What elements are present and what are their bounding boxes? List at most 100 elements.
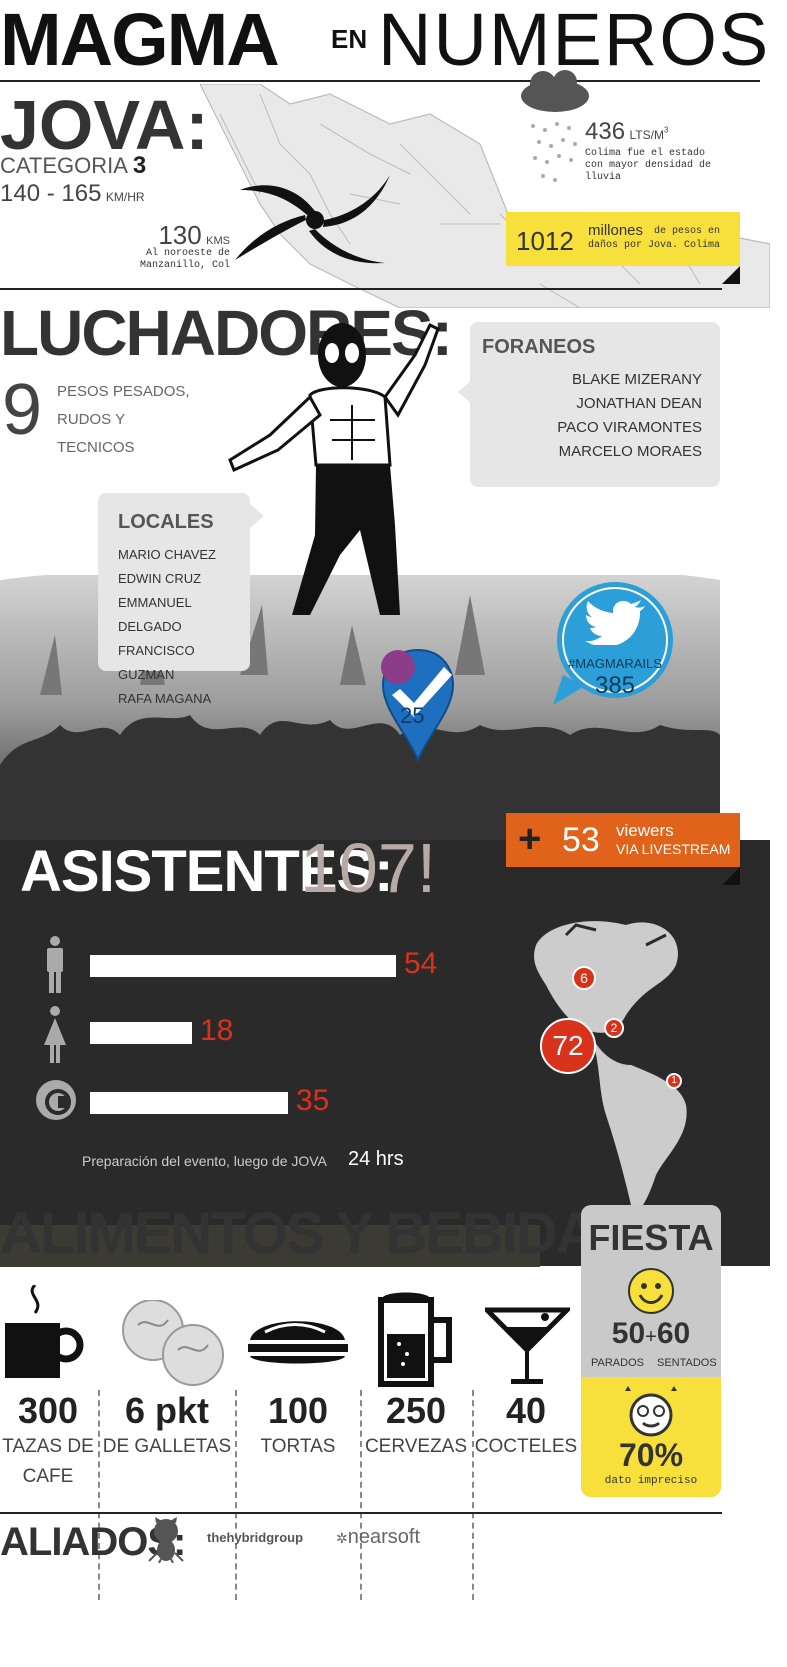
foraneos-list: BLAKE MIZERANY JONATHAN DEAN PACO VIRAMO… <box>557 368 702 464</box>
asistentes-label: ASISTENTES: <box>20 839 393 904</box>
partner-hybridgroup: thehybridgroup <box>207 1530 304 1545</box>
map-marker: 1 <box>666 1073 682 1089</box>
fiesta-percent-note: dato impreciso <box>604 1475 698 1487</box>
fiesta-plus: + <box>645 1326 657 1348</box>
coffee-value: 300 <box>17 1390 79 1431</box>
octocat-icon <box>148 1517 184 1563</box>
foraneo-item: JONATHAN DEAN <box>576 395 702 412</box>
luchador-illustration <box>228 322 440 615</box>
woman-icon <box>44 1006 66 1063</box>
category-line: CATEGORIA 3 <box>0 152 146 180</box>
distance-value: 130 <box>158 220 202 250</box>
rain-unit: LTS/M <box>629 128 664 142</box>
foraneos-title: FORANEOS <box>482 336 596 358</box>
cervezas-value: 250 <box>385 1390 447 1431</box>
food-separator <box>472 1390 474 1600</box>
prep-bar <box>0 1225 540 1267</box>
livestream-line2: VIA LIVESTREAM <box>616 841 731 857</box>
alimentos-divider <box>0 1512 722 1514</box>
rain-line1: Colima fue el estado <box>585 148 706 159</box>
locales-title: LOCALES <box>118 511 214 533</box>
fiesta-percent: 70% <box>618 1437 684 1473</box>
distance-block: 130 KMS <box>150 220 230 251</box>
category-value: 3 <box>132 152 147 179</box>
foraneo-item: BLAKE MIZERANY <box>571 371 702 388</box>
foraneo-item: MARCELO MORAES <box>558 443 702 460</box>
distance-line2: Manzanillo, Col <box>139 260 230 271</box>
coffee-cup-icon <box>5 1285 84 1378</box>
cocktail-icon <box>485 1307 570 1384</box>
rain-line2: con mayor densidad de <box>585 160 712 171</box>
food-separator <box>98 1390 100 1600</box>
header-en: EN <box>331 24 368 54</box>
local-item: MARIO CHAVEZ <box>118 547 216 562</box>
speed-unit: KM/HR <box>105 190 145 204</box>
rain-line3: lluvia <box>585 172 622 183</box>
fiesta-count: 50+60 <box>581 1317 721 1351</box>
damage-word: millones <box>588 222 644 239</box>
luchadores-title: LUCHADORES: <box>0 297 453 369</box>
rain-block: 436 LTS/M3 <box>585 118 668 146</box>
speed-line: 140 - 165 KM/HR <box>0 180 145 208</box>
cocteles-label: COCTELES <box>474 1436 578 1457</box>
man-icon <box>47 936 63 993</box>
local-item: FRANCISCO GUZMAN <box>118 643 195 682</box>
foraneos-card: FORANEOS BLAKE MIZERANY JONATHAN DEAN PA… <box>470 322 720 487</box>
sentados-label: SENTADOS <box>657 1357 717 1369</box>
checkin-pin-icon <box>381 648 455 763</box>
luchadores-count: 9 <box>2 370 43 450</box>
attendee-bar-label: 18 <box>200 1014 234 1047</box>
jova-divider <box>0 288 722 290</box>
smiley-icon <box>628 1268 674 1314</box>
coffee-label: TAZAS DE CAFE <box>0 1436 96 1488</box>
livestream-box: + 53 viewers VIA LIVESTREAM <box>506 813 740 867</box>
attendee-bar <box>90 1092 288 1114</box>
foraneo-item: PACO VIRAMONTES <box>557 419 702 436</box>
map-marker: 6 <box>572 966 596 990</box>
map-marker: 2 <box>604 1018 624 1038</box>
hurricane-icon <box>235 175 390 264</box>
rain-cloud-icon <box>521 70 589 182</box>
desc-line3: TECNICOS <box>57 439 135 456</box>
beer-mug-icon <box>378 1292 452 1387</box>
locales-pointer <box>250 504 264 528</box>
twitter-count: 385 <box>594 672 636 699</box>
fold-corner <box>722 266 740 284</box>
rain-unit-sup: 3 <box>663 125 669 135</box>
twitter-bird-icon <box>585 600 645 645</box>
cookies-label: DE GALLETAS <box>102 1436 232 1457</box>
jova-title: JOVA: <box>0 86 209 164</box>
logo-c-icon <box>36 1080 76 1120</box>
header-magma: MAGMA <box>0 0 280 81</box>
sentados-value: 60 <box>656 1317 691 1350</box>
distance-unit: KMS <box>206 235 230 247</box>
livestream-plus: + <box>518 817 542 861</box>
distance-desc: Al noroeste de Manzanillo, Col <box>115 248 230 272</box>
food-separator <box>235 1390 237 1600</box>
dizzy-smiley-icon <box>625 1386 677 1437</box>
damage-line2: daños por Jova. Colima <box>588 240 721 251</box>
header-numeros: NUMEROS <box>378 0 771 81</box>
foraneos-pointer <box>458 380 472 404</box>
damage-value: 1012 <box>516 226 574 256</box>
attendee-bar-label: 35 <box>296 1084 330 1117</box>
nearsoft-name: nearsoft <box>347 1526 420 1548</box>
twitter-hashtag: #MAGMARAILS <box>568 656 662 671</box>
cervezas-label: CERVEZAS <box>364 1436 468 1457</box>
prep-value: 24 hrs <box>348 1148 404 1170</box>
coffee-label-line1: TAZAS DE <box>2 1436 94 1457</box>
rain-value: 436 <box>585 118 626 145</box>
cookies-icon <box>122 1300 224 1386</box>
torta-sandwich-icon <box>248 1321 348 1364</box>
alimentos-title: ALIMENTOS Y BEBIDAS: <box>0 1201 652 1266</box>
rain-desc: Colima fue el estado con mayor densidad … <box>585 148 711 184</box>
locales-card: LOCALES MARIO CHAVEZ EDWIN CRUZ EMMANUEL… <box>98 493 250 706</box>
livestream-line1: viewers <box>616 821 674 840</box>
checkin-count: 25 <box>400 703 425 728</box>
speed-range: 140 - 165 <box>0 180 102 207</box>
food-separator <box>360 1390 362 1600</box>
locales-list: MARIO CHAVEZ EDWIN CRUZ EMMANUEL DELGADO… <box>118 543 250 711</box>
nearsoft-icon: ✲ <box>336 1530 348 1546</box>
damage-box: 1012 millones de pesos en daños por Jova… <box>506 212 740 266</box>
map-marker: 72 <box>540 1018 596 1074</box>
